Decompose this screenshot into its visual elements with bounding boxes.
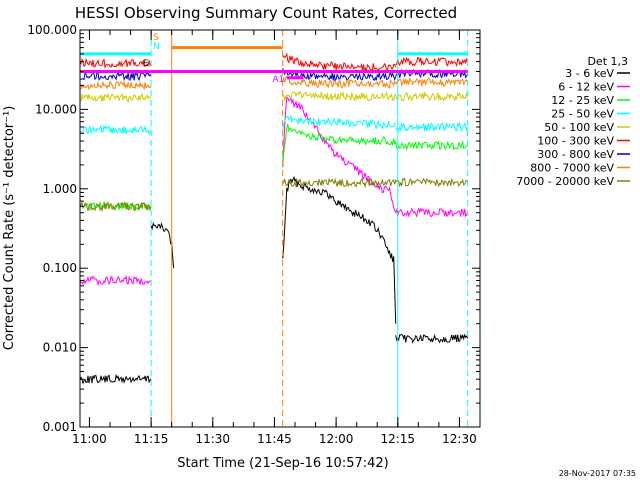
series-line-25-50-kev [282, 114, 397, 130]
legend-label: 6 - 12 keV [558, 81, 614, 94]
plot-frame [79, 29, 481, 428]
series-line-12-25-kev [282, 123, 397, 168]
series-line-50-100-kev [395, 90, 469, 102]
y-tick-label: 0.100 [43, 261, 77, 275]
chart-horizontal-bars [80, 46, 468, 80]
x-axis-label: Start Time (21-Sep-16 10:57:42) [177, 456, 388, 471]
annotation-label: N [153, 42, 160, 52]
series-line-25-50-kev [395, 121, 469, 133]
legend-label: 3 - 6 keV [565, 67, 614, 80]
series-line-800-7000-kev [282, 75, 397, 89]
series-3-6-kev [79, 175, 469, 385]
legend-label: 800 - 7000 keV [530, 162, 614, 175]
chart-title: HESSI Observing Summary Count Rates, Cor… [75, 4, 457, 22]
series-line-6-12-kev [79, 274, 152, 287]
y-tick-label: 0.010 [43, 341, 77, 355]
chart-annotations: SNE A1 [143, 33, 284, 85]
footer-date: 28-Nov-2017 07:35 [559, 469, 636, 478]
series-line-25-50-kev [79, 124, 152, 135]
y-tick-label: 0.001 [43, 420, 77, 434]
series-line-800-7000-kev [395, 76, 469, 88]
x-tick-label: 11:00 [72, 432, 107, 446]
legend-title: Det 1,3 [587, 55, 628, 68]
y-axis: 0.001 0.010 0.100 1.000 10.000 100.000 [27, 23, 480, 434]
x-tick-label: 11:45 [257, 432, 292, 446]
annotation-label: A1 [272, 75, 284, 85]
annotation-label: E [143, 59, 149, 69]
series-line-12-25-kev [395, 139, 468, 151]
series-line-6-12-kev [282, 95, 397, 213]
series-line-100-300-kev [282, 52, 397, 74]
series-12-25-kev [79, 123, 468, 212]
series-50-100-kev [79, 90, 469, 104]
series-line-12-25-kev [79, 200, 152, 212]
series-7000-20000-kev [79, 177, 469, 213]
x-axis: 11:00 11:15 11:30 11:45 12:00 12:15 12:30 [72, 30, 481, 446]
legend-label: 12 - 25 keV [551, 94, 614, 107]
series-800-7000-kev [79, 75, 469, 91]
chart-vertical-lines [79, 30, 469, 427]
series-line-3-6-kev [395, 333, 469, 344]
series-line-300-800-kev [79, 71, 152, 82]
series-line-800-7000-kev [79, 80, 152, 91]
y-tick-label: 100.000 [27, 23, 77, 37]
x-tick-label: 12:30 [442, 432, 477, 446]
series-line-3-6-kev [150, 221, 175, 269]
legend-label: 50 - 100 keV [544, 121, 614, 134]
series-line-3-6-kev [79, 373, 152, 385]
series-100-300-kev [79, 52, 469, 74]
series-6-12-kev [79, 95, 469, 287]
series-line-7000-20000-kev [79, 201, 152, 213]
series-line-50-100-kev [282, 90, 397, 102]
y-tick-label: 1.000 [43, 182, 77, 196]
x-tick-label: 12:15 [380, 432, 415, 446]
series-line-100-300-kev [79, 57, 152, 69]
series-line-100-300-kev [395, 56, 469, 68]
series-25-50-kev [79, 114, 469, 135]
series-line-3-6-kev [282, 175, 397, 324]
series-line-50-100-kev [79, 92, 152, 104]
x-tick-label: 11:30 [195, 432, 230, 446]
series-line-7000-20000-kev [282, 177, 469, 189]
y-axis-label: Corrected Count Rate (s⁻¹ detector⁻¹) [2, 106, 17, 351]
x-tick-label: 12:00 [319, 432, 354, 446]
series-line-300-800-kev [282, 68, 397, 82]
legend-label: 25 - 50 keV [551, 108, 614, 121]
legend-label: 100 - 300 keV [537, 135, 614, 148]
chart-traces [79, 52, 469, 385]
x-tick-label: 11:15 [134, 432, 169, 446]
legend-label: 7000 - 20000 keV [516, 175, 614, 188]
series-line-6-12-kev [395, 207, 469, 218]
y-tick-label: 10.000 [35, 102, 77, 116]
legend-label: 300 - 800 keV [537, 148, 614, 161]
annotation-label: S [153, 33, 159, 43]
